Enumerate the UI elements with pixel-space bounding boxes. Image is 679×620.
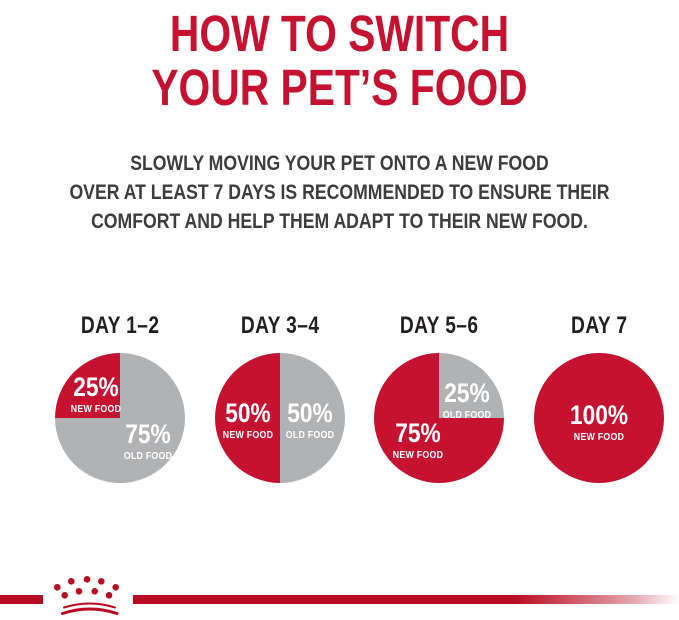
day-label: DAY 7 xyxy=(570,312,628,339)
day-label: DAY 3–4 xyxy=(240,312,319,339)
footer-bar-left xyxy=(0,595,43,604)
day-label: DAY 1–2 xyxy=(80,312,160,339)
page-subtitle: SLOWLY MOVING YOUR PET ONTO A NEW FOOD O… xyxy=(69,152,610,234)
pie-chart: 25% OLD FOOD 75% NEW FOOD xyxy=(374,352,505,483)
pie-chart: 100% NEW FOOD xyxy=(534,352,665,483)
chart-column-2: DAY 3–4 50% NEW FOOD 50% OLD FOOD xyxy=(200,312,360,483)
crown-logo-icon xyxy=(54,576,119,615)
page-title: HOW TO SWITCH YOUR PET’S FOOD xyxy=(151,5,528,116)
pie-slice-label: 75% NEW FOOD xyxy=(393,417,444,461)
pie-slice-label: 50% OLD FOOD xyxy=(285,397,334,441)
pie-slice-label: 100% NEW FOOD xyxy=(570,399,629,443)
pie-chart: 50% NEW FOOD 50% OLD FOOD xyxy=(214,352,345,483)
pie-slice-label: 75% OLD FOOD xyxy=(123,418,173,462)
pie-slice-label: 25% OLD FOOD xyxy=(443,377,492,421)
chart-column-3: DAY 5–6 25% OLD FOOD 75% NEW FOOD xyxy=(360,312,520,483)
pie-slice-label: 25% NEW FOOD xyxy=(70,372,122,416)
pie-chart: 25% NEW FOOD 75% OLD FOOD xyxy=(54,352,185,483)
chart-column-4: DAY 7 100% NEW FOOD xyxy=(519,312,679,483)
day-label: DAY 5–6 xyxy=(400,312,479,339)
pie-slice-label: 50% NEW FOOD xyxy=(222,397,274,441)
charts-row: DAY 1–2 25% NEW FOOD 75% OLD FOOD DAY 3–4 50% N… xyxy=(0,312,679,483)
chart-column-1: DAY 1–2 25% NEW FOOD 75% OLD FOOD xyxy=(40,312,200,483)
footer-bar-right xyxy=(133,595,679,604)
